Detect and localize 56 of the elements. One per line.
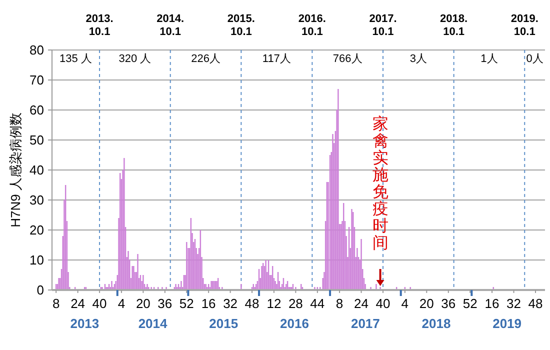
x-tick-label: 24 [354, 296, 368, 311]
y-tick-label: 60 [30, 102, 44, 118]
annotation: 家禽实施免疫时间 [372, 115, 388, 252]
x-tick-label: 4 [401, 296, 409, 311]
text: 2018 [422, 316, 451, 331]
x-tick-label: 52 [179, 296, 194, 311]
ref-line-label: 2017. 10.1 [369, 13, 397, 38]
annotation: 320 人 [118, 53, 152, 65]
x-tick-label: 28 [288, 296, 303, 311]
y-tick-label: 70 [30, 72, 44, 88]
x-tick-label: 40 [376, 296, 390, 311]
x-tick-label: 32 [223, 296, 238, 311]
ref-line-label: 2019. 10.1 [510, 13, 538, 38]
ref-line-label: 2015. 10.1 [227, 13, 255, 38]
y-tick-label: 0 [36, 282, 44, 298]
x-tick-label: 40 [92, 296, 107, 311]
y-tick-label: 10 [30, 252, 44, 268]
x-tick-label: 4 [118, 296, 126, 311]
x-tick-label: 52 [462, 296, 478, 311]
text: 2019 [492, 316, 522, 331]
x-tick-label: 8 [336, 296, 344, 311]
x-tick-label: 16 [201, 296, 216, 311]
y-tick-label: 20 [30, 222, 44, 238]
annotation: 1人 [480, 53, 498, 65]
x-tick-label: 12 [266, 296, 282, 311]
annotation: 766人 [332, 53, 362, 65]
y-axis-title: H7N9 人感染病例数 [8, 112, 23, 228]
y-tick-label: 30 [30, 192, 44, 208]
annotation: 226人 [191, 53, 220, 65]
ref-line-label: 2018. 10.1 [440, 13, 468, 38]
text: 2017 [350, 316, 380, 331]
text: 2015 [209, 316, 238, 331]
x-tick-label: 16 [484, 296, 500, 311]
x-tick-label: 24 [70, 296, 86, 311]
x-tick-label: 48 [244, 296, 260, 311]
text: 2016 [280, 316, 309, 331]
x-tick-label: 44 [310, 296, 325, 311]
ref-line-label: 2013. 10.1 [86, 13, 114, 38]
y-tick-label: 40 [30, 162, 44, 178]
annotation: 0人 [526, 53, 544, 65]
x-tick-label: 20 [136, 296, 150, 311]
annotation: 3人 [410, 53, 427, 65]
x-tick-label: 36 [441, 296, 456, 311]
x-tick-label: 20 [419, 296, 434, 311]
ref-line-label: 2016. 10.1 [298, 13, 326, 38]
annotation: 135 人 [60, 53, 92, 65]
y-tick-label: 50 [30, 132, 44, 148]
annotation: 117人 [262, 53, 291, 65]
x-tick-label: 8 [52, 296, 60, 311]
x-tick-label: 48 [528, 296, 543, 311]
text: 2013 [70, 316, 100, 331]
x-tick-label: 32 [506, 296, 521, 311]
ref-line-label: 2014. 10.1 [156, 13, 184, 38]
text: 2014 [138, 316, 168, 331]
x-tick-label: 36 [158, 296, 172, 311]
y-tick-label: 80 [30, 42, 44, 58]
